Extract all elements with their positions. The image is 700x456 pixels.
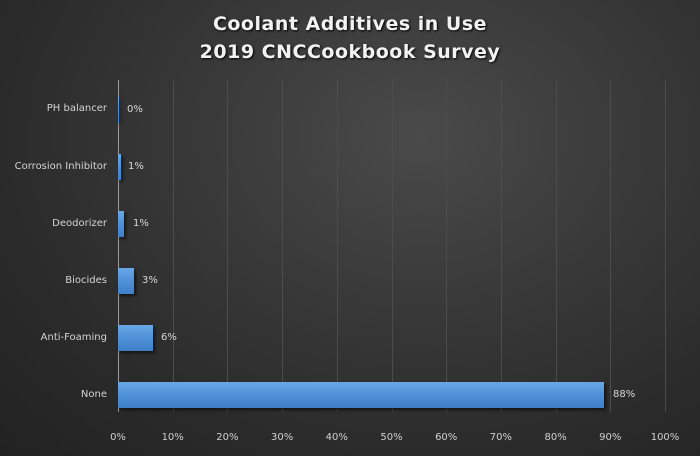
gridline: [282, 80, 284, 412]
bar-corrosion-inhibitor: [118, 154, 121, 180]
bar-deodorizer: [118, 211, 124, 237]
gridline: [336, 80, 338, 412]
plot-area: [118, 80, 666, 412]
x-tick-label: 20%: [216, 432, 239, 443]
category-label: PH balancer: [46, 103, 107, 114]
x-tick-label: 90%: [599, 432, 622, 443]
gridline: [665, 80, 666, 412]
category-label: Biocides: [65, 275, 107, 286]
value-label: 88%: [613, 389, 636, 400]
category-label: Deodorizer: [52, 218, 107, 229]
gridline: [555, 80, 557, 412]
gridline: [227, 80, 229, 412]
value-label: 0%: [127, 104, 143, 115]
x-tick-label: 100%: [650, 432, 680, 443]
value-label: 3%: [142, 275, 158, 286]
x-tick-label: 30%: [270, 432, 294, 443]
x-tick-label: 50%: [380, 432, 403, 443]
gridline: [391, 80, 393, 412]
value-label: 1%: [133, 218, 149, 229]
bar-ph-balancer: [118, 97, 119, 123]
category-label: None: [80, 389, 107, 400]
gridline: [172, 80, 174, 412]
gridline: [446, 80, 448, 412]
category-label: Anti-Foaming: [40, 332, 107, 343]
x-tick-label: 40%: [325, 432, 348, 443]
x-tick-label: 70%: [489, 432, 512, 443]
chart-subtitle: 2019 CNCCookbook Survey: [199, 41, 501, 63]
bar-anti-foaming: [118, 325, 153, 351]
gridline: [610, 80, 612, 412]
x-tick-label: 60%: [435, 432, 458, 443]
category-label: Corrosion Inhibitor: [14, 161, 107, 172]
bar-biocides: [118, 268, 134, 294]
x-tick-label: 80%: [544, 432, 567, 443]
chart-title-line1: Coolant Additives in Use: [212, 13, 488, 35]
y-axis-line: [118, 80, 119, 412]
value-label: 1%: [128, 161, 144, 172]
gridline: [500, 80, 502, 412]
bar-none: [118, 382, 604, 408]
chart-title: Coolant Additives in Use 2019 CNCCookboo…: [0, 10, 700, 66]
x-tick-label: 10%: [161, 432, 184, 443]
x-tick-label: 0%: [110, 432, 126, 443]
value-label: 6%: [161, 332, 177, 343]
